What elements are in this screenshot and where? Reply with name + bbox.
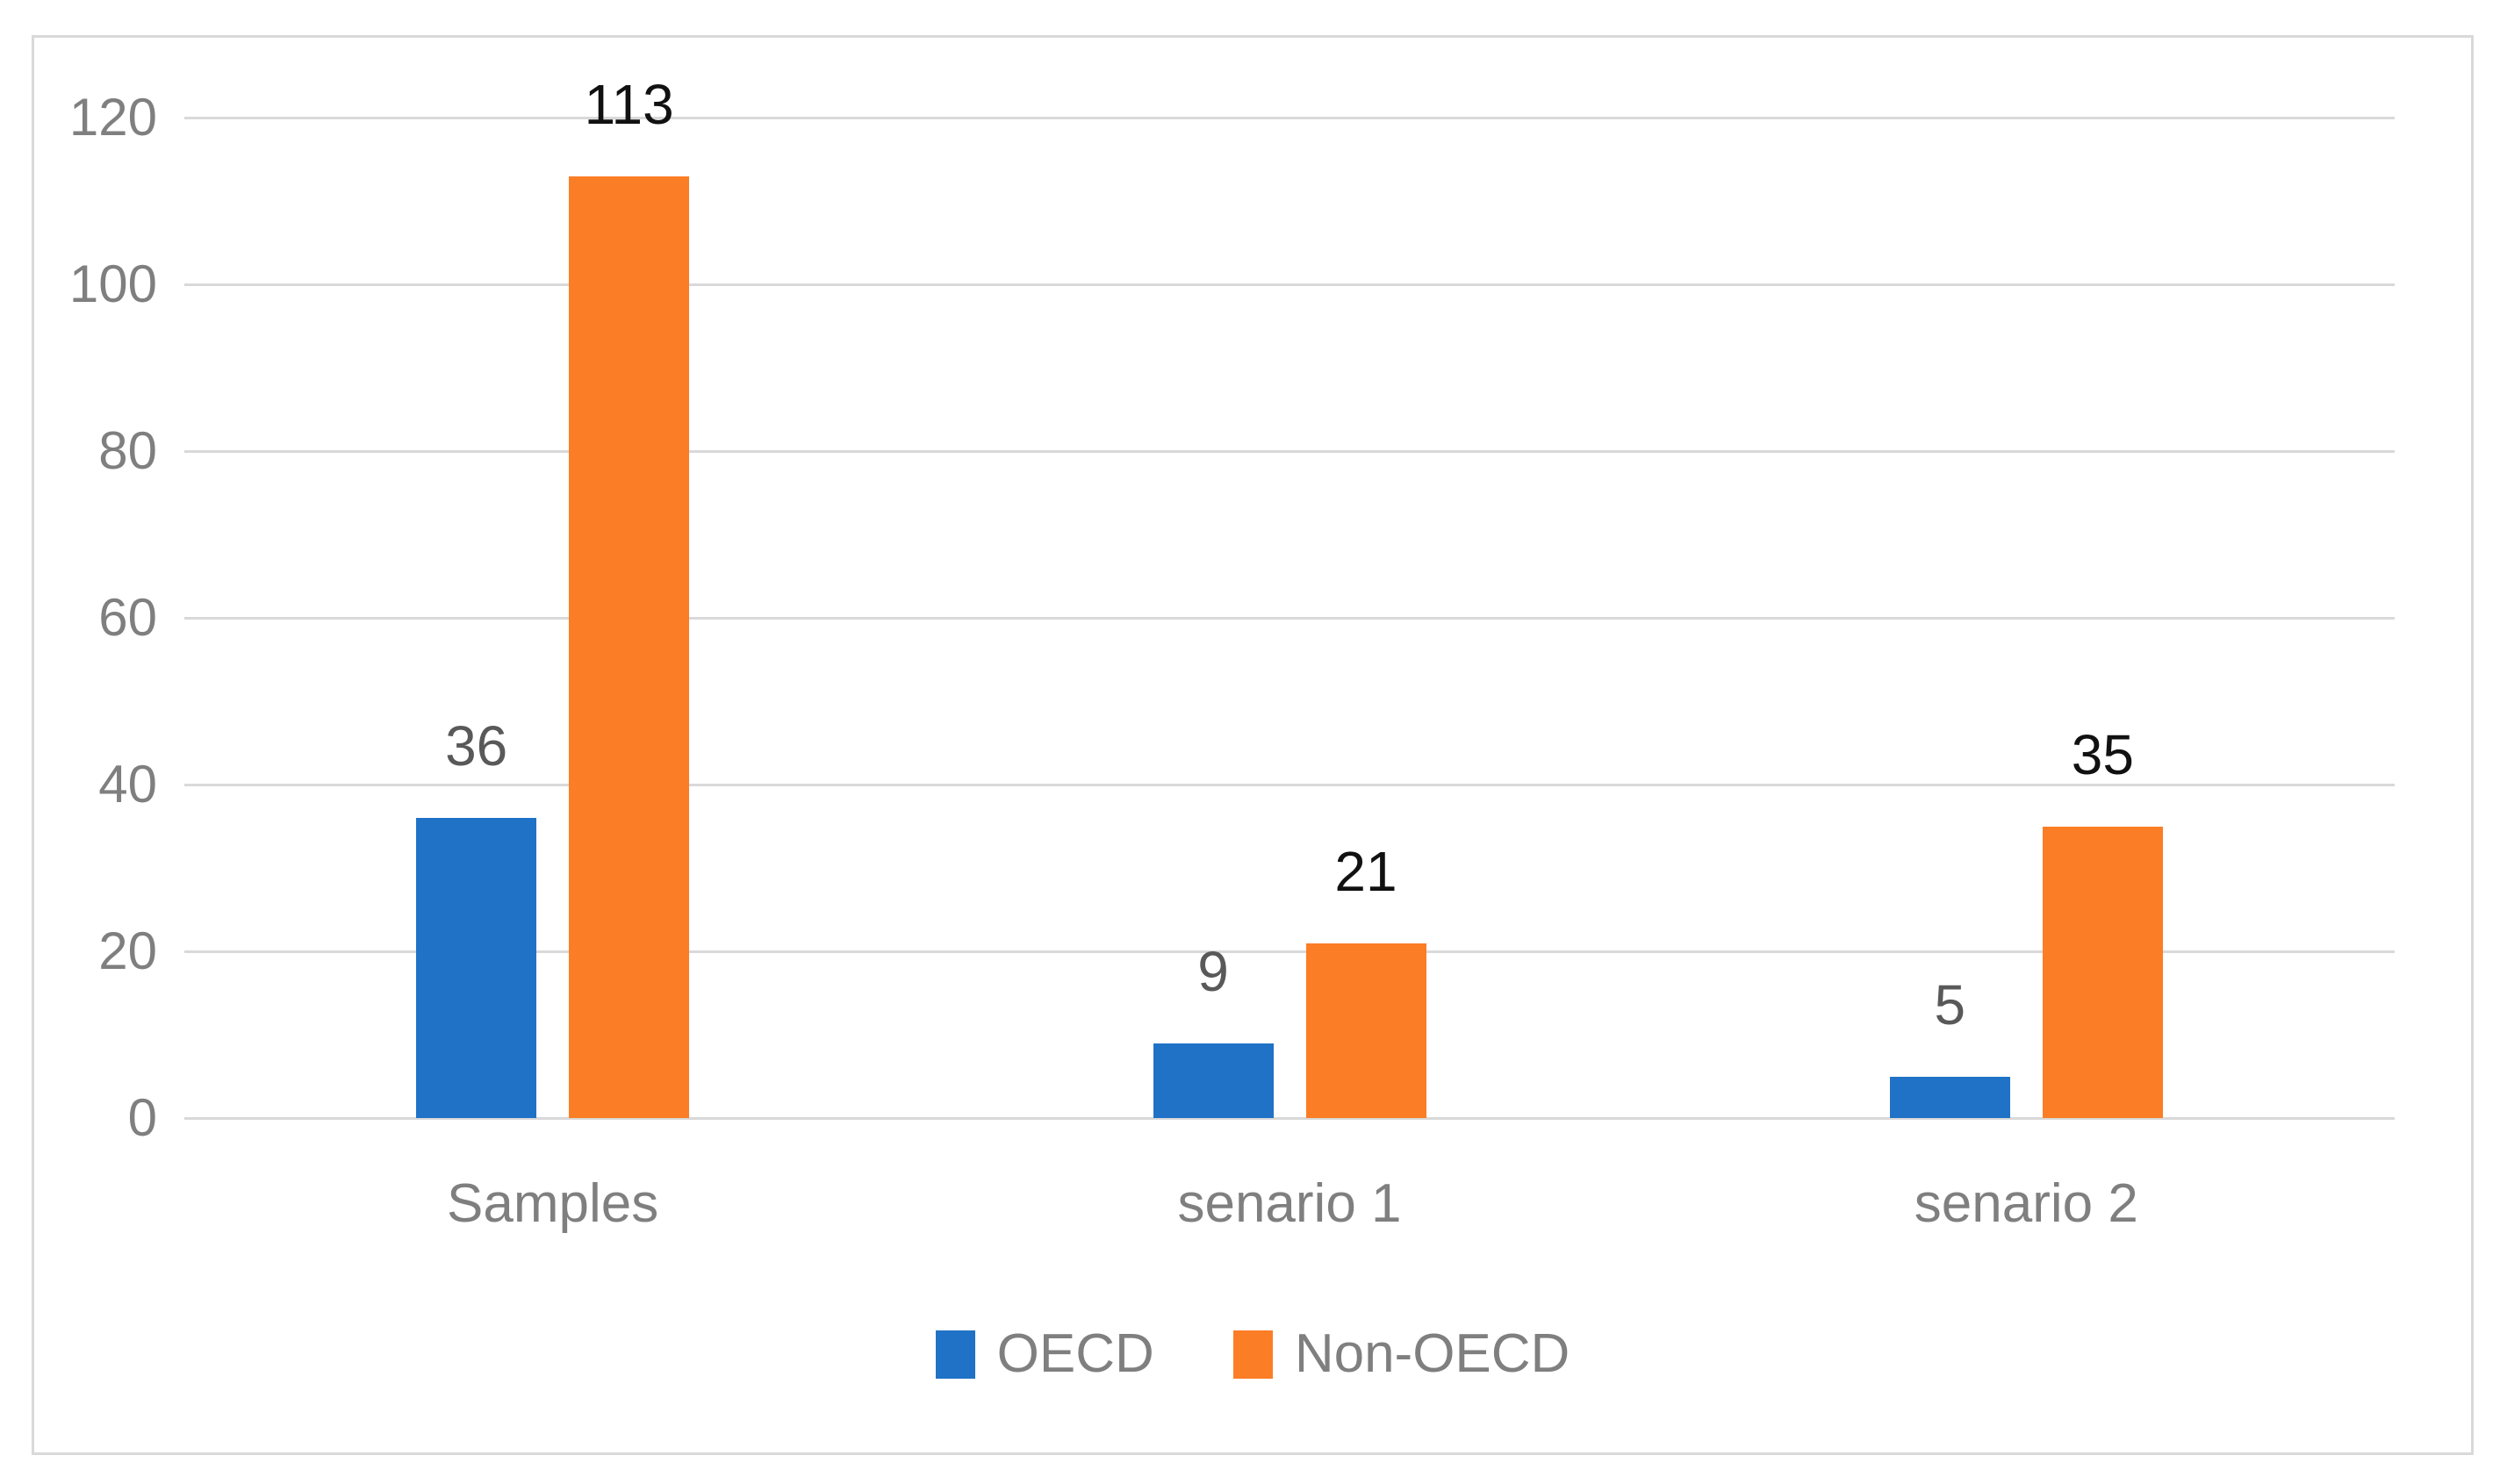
value-label-non-oecd-senario-1: 21 [1334, 839, 1397, 903]
x-axis-line [184, 1116, 2395, 1120]
value-label-oecd-senario-2: 5 [1934, 972, 1966, 1036]
x-category-label-senario-1: senario 1 [1177, 1173, 1402, 1234]
y-tick-label: 60 [98, 588, 157, 647]
y-tick-label: 120 [68, 88, 157, 147]
legend-label-oecd: OECD [996, 1323, 1154, 1384]
y-tick-label: 0 [127, 1088, 157, 1147]
value-label-oecd-samples: 36 [445, 714, 508, 778]
legend-item-oecd[interactable]: OECD [935, 1323, 1154, 1385]
gridline [184, 283, 2395, 286]
y-tick-label: 100 [68, 255, 157, 313]
bar-oecd-samples[interactable] [416, 818, 537, 1118]
y-tick-label: 20 [98, 921, 157, 980]
gridline [184, 950, 2395, 953]
bar-oecd-senario-2[interactable] [1889, 1076, 2010, 1118]
bar-non-oecd-samples[interactable] [569, 176, 690, 1118]
bar-non-oecd-senario-2[interactable] [2042, 826, 2163, 1118]
value-label-non-oecd-senario-2: 35 [2071, 722, 2134, 786]
gridline [184, 116, 2395, 119]
plot-area: 36 113 9 21 5 35 [184, 73, 2395, 1120]
legend: OECD Non-OECD [34, 1323, 2471, 1385]
gridline [184, 449, 2395, 453]
x-category-label-samples: Samples [447, 1173, 659, 1234]
y-tick-label: 40 [98, 755, 157, 814]
value-label-non-oecd-samples: 113 [584, 72, 674, 136]
legend-label-non-oecd: Non-OECD [1294, 1323, 1570, 1384]
bar-non-oecd-senario-1[interactable] [1305, 943, 1426, 1118]
value-label-oecd-senario-1: 9 [1197, 939, 1229, 1003]
x-category-label-senario-2: senario 2 [1914, 1173, 2138, 1234]
legend-item-non-oecd[interactable]: Non-OECD [1232, 1323, 1570, 1385]
legend-swatch-oecd-icon [935, 1330, 975, 1379]
bar-oecd-senario-1[interactable] [1153, 1043, 1274, 1118]
gridline [184, 783, 2395, 786]
gridline [184, 616, 2395, 620]
y-tick-label: 80 [98, 421, 157, 480]
legend-swatch-non-oecd-icon [1232, 1330, 1273, 1379]
chart-frame: 36 113 9 21 5 35 0 20 40 60 80 100 120 Samples senar… [32, 35, 2474, 1455]
